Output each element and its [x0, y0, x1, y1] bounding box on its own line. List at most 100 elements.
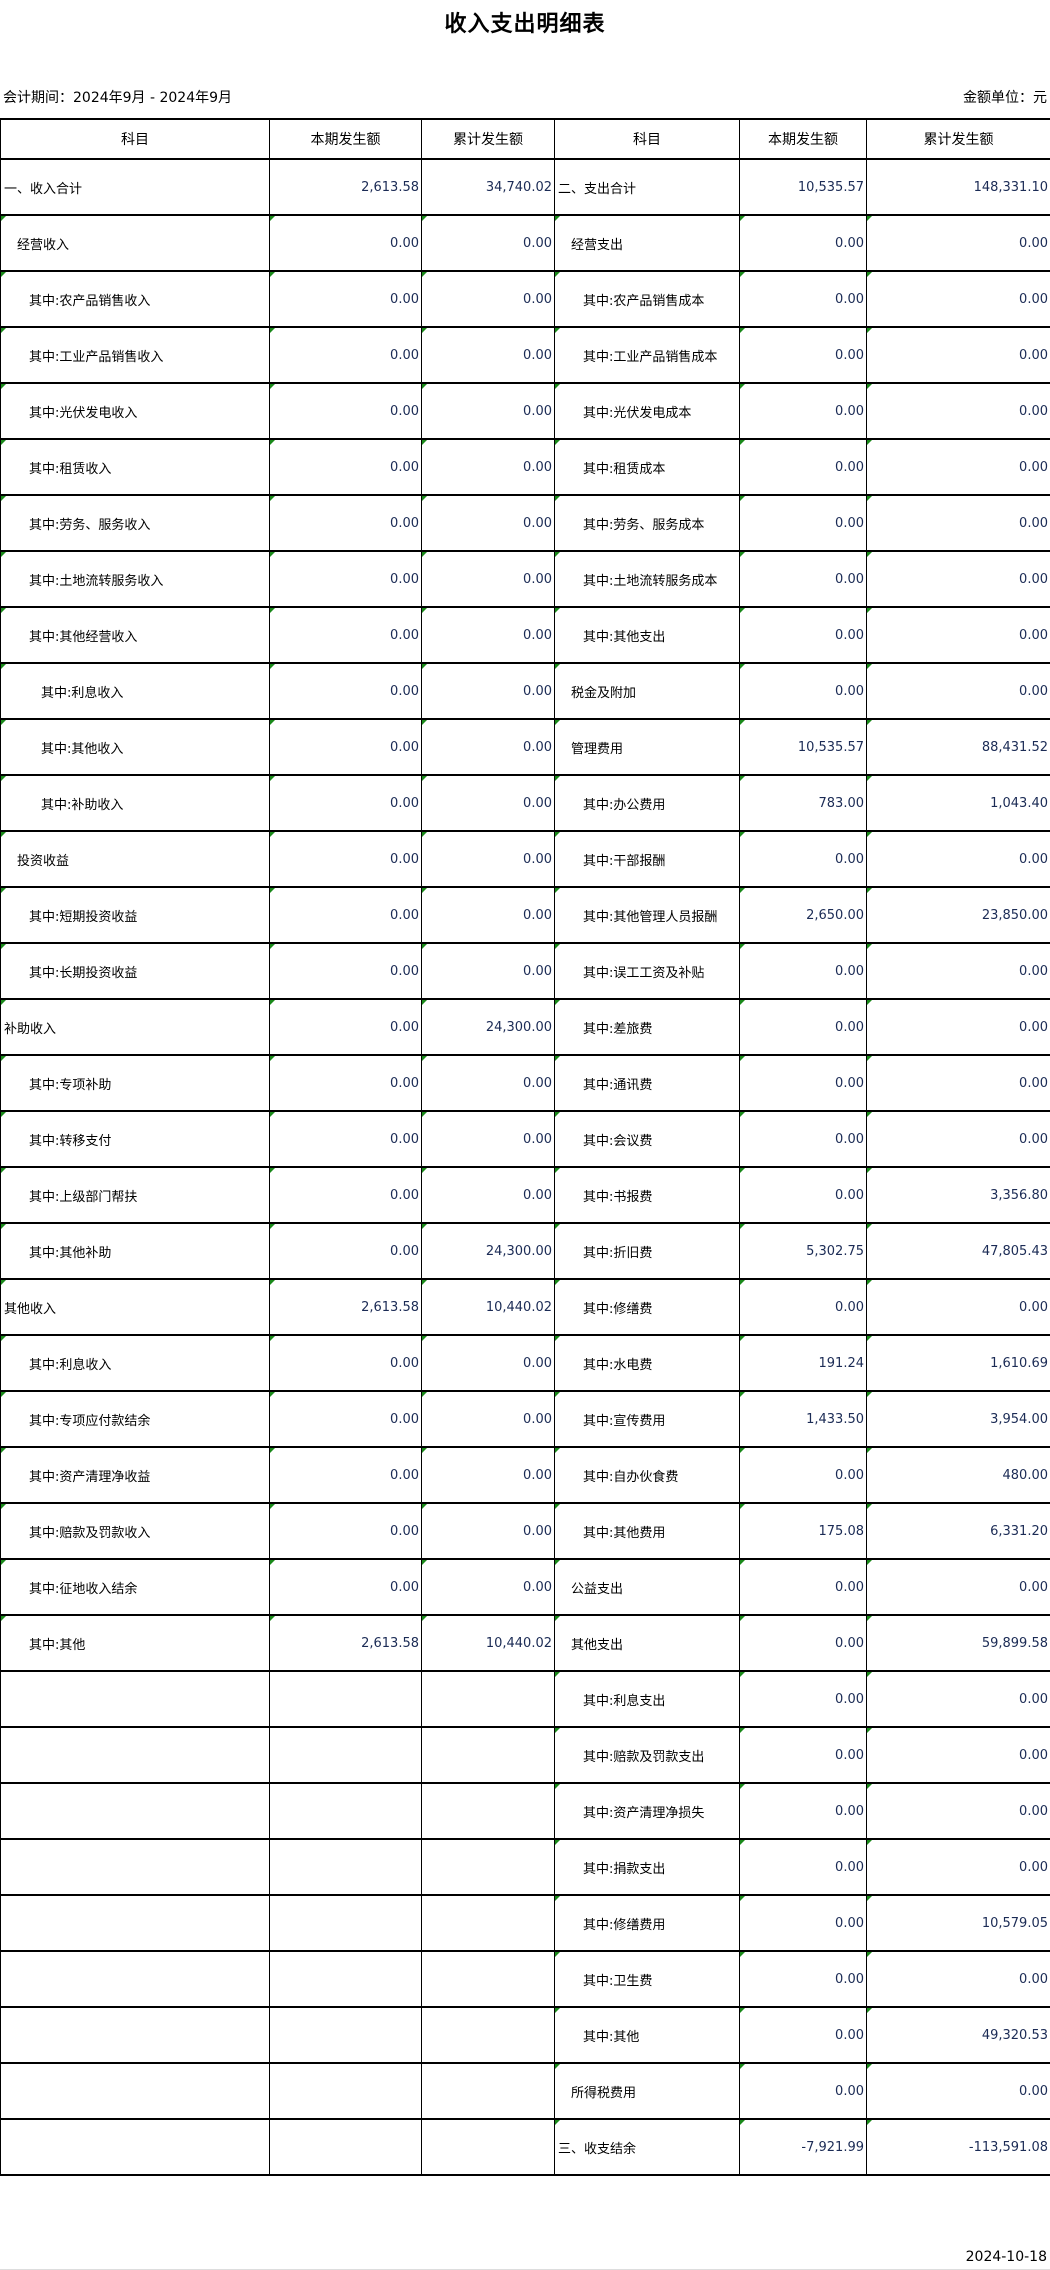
expense-subject-cell[interactable]: 公益支出: [555, 1559, 740, 1615]
expense-cumulative-cell[interactable]: 0.00: [867, 1559, 1050, 1615]
income-current-cell[interactable]: 2,613.58: [270, 1615, 422, 1671]
income-current-cell[interactable]: 0.00: [270, 1335, 422, 1391]
income-cumulative-cell[interactable]: 0.00: [422, 1167, 555, 1223]
income-current-cell[interactable]: 0.00: [270, 1391, 422, 1447]
income-subject-cell[interactable]: 其中:利息收入: [1, 663, 270, 719]
income-cumulative-cell[interactable]: 0.00: [422, 607, 555, 663]
income-subject-cell[interactable]: 其中:劳务、服务收入: [1, 495, 270, 551]
income-subject-cell[interactable]: 其中:资产清理净收益: [1, 1447, 270, 1503]
expense-cumulative-cell[interactable]: 0.00: [867, 2063, 1050, 2119]
income-current-cell[interactable]: [270, 1671, 422, 1727]
income-cumulative-cell[interactable]: [422, 1727, 555, 1783]
expense-cumulative-cell[interactable]: 0.00: [867, 383, 1050, 439]
income-current-cell[interactable]: 0.00: [270, 831, 422, 887]
income-current-cell[interactable]: 0.00: [270, 999, 422, 1055]
income-current-cell[interactable]: [270, 1951, 422, 2007]
income-current-cell[interactable]: 0.00: [270, 327, 422, 383]
income-cumulative-cell[interactable]: 0.00: [422, 775, 555, 831]
income-subject-cell[interactable]: 其中:土地流转服务收入: [1, 551, 270, 607]
expense-cumulative-cell[interactable]: 0.00: [867, 215, 1050, 271]
expense-subject-cell[interactable]: 其中:土地流转服务成本: [555, 551, 740, 607]
expense-subject-cell[interactable]: 其中:赔款及罚款支出: [555, 1727, 740, 1783]
expense-subject-cell[interactable]: 其中:宣传费用: [555, 1391, 740, 1447]
expense-current-cell[interactable]: 0.00: [740, 271, 867, 327]
income-cumulative-cell[interactable]: [422, 1895, 555, 1951]
income-subject-cell[interactable]: 其中:上级部门帮扶: [1, 1167, 270, 1223]
expense-subject-cell[interactable]: 其中:干部报酬: [555, 831, 740, 887]
expense-subject-cell[interactable]: 其中:水电费: [555, 1335, 740, 1391]
income-current-cell[interactable]: 0.00: [270, 1223, 422, 1279]
income-subject-cell[interactable]: [1, 1727, 270, 1783]
expense-current-cell[interactable]: 0.00: [740, 551, 867, 607]
income-current-cell[interactable]: 0.00: [270, 1559, 422, 1615]
income-current-cell[interactable]: 0.00: [270, 1111, 422, 1167]
income-cumulative-cell[interactable]: [422, 1951, 555, 2007]
income-subject-cell[interactable]: 其中:其他经营收入: [1, 607, 270, 663]
expense-current-cell[interactable]: 0.00: [740, 1167, 867, 1223]
expense-subject-cell[interactable]: 其中:其他费用: [555, 1503, 740, 1559]
expense-current-cell[interactable]: 175.08: [740, 1503, 867, 1559]
income-cumulative-cell[interactable]: 0.00: [422, 943, 555, 999]
expense-subject-cell[interactable]: 其中:卫生费: [555, 1951, 740, 2007]
income-subject-cell[interactable]: 其他收入: [1, 1279, 270, 1335]
income-current-cell[interactable]: 0.00: [270, 1503, 422, 1559]
expense-cumulative-cell[interactable]: 0.00: [867, 1839, 1050, 1895]
expense-current-cell[interactable]: 0.00: [740, 831, 867, 887]
expense-current-cell[interactable]: 0.00: [740, 607, 867, 663]
income-cumulative-cell[interactable]: 34,740.02: [422, 159, 555, 215]
income-subject-cell[interactable]: 其中:租赁收入: [1, 439, 270, 495]
expense-cumulative-cell[interactable]: 0.00: [867, 271, 1050, 327]
expense-cumulative-cell[interactable]: 0.00: [867, 1951, 1050, 2007]
income-subject-cell[interactable]: 一、收入合计: [1, 159, 270, 215]
income-subject-cell[interactable]: [1, 2119, 270, 2175]
income-current-cell[interactable]: 0.00: [270, 495, 422, 551]
income-cumulative-cell[interactable]: 24,300.00: [422, 999, 555, 1055]
income-current-cell[interactable]: 0.00: [270, 439, 422, 495]
expense-cumulative-cell[interactable]: 10,579.05: [867, 1895, 1050, 1951]
expense-current-cell[interactable]: 0.00: [740, 1783, 867, 1839]
expense-subject-cell[interactable]: 其中:办公费用: [555, 775, 740, 831]
expense-current-cell[interactable]: 0.00: [740, 663, 867, 719]
expense-subject-cell[interactable]: 其中:修缮费用: [555, 1895, 740, 1951]
income-cumulative-cell[interactable]: 10,440.02: [422, 1279, 555, 1335]
expense-cumulative-cell[interactable]: 480.00: [867, 1447, 1050, 1503]
expense-subject-cell[interactable]: 其中:会议费: [555, 1111, 740, 1167]
income-current-cell[interactable]: [270, 1783, 422, 1839]
income-cumulative-cell[interactable]: 0.00: [422, 1111, 555, 1167]
expense-subject-cell[interactable]: 其中:其他: [555, 2007, 740, 2063]
expense-subject-cell[interactable]: 其中:其他支出: [555, 607, 740, 663]
income-cumulative-cell[interactable]: [422, 2063, 555, 2119]
income-current-cell[interactable]: 0.00: [270, 551, 422, 607]
income-cumulative-cell[interactable]: 0.00: [422, 551, 555, 607]
income-cumulative-cell[interactable]: 10,440.02: [422, 1615, 555, 1671]
expense-cumulative-cell[interactable]: 148,331.10: [867, 159, 1050, 215]
expense-current-cell[interactable]: 0.00: [740, 1055, 867, 1111]
expense-current-cell[interactable]: 0.00: [740, 215, 867, 271]
income-cumulative-cell[interactable]: [422, 2119, 555, 2175]
expense-current-cell[interactable]: 0.00: [740, 327, 867, 383]
expense-subject-cell[interactable]: 其中:其他管理人员报酬: [555, 887, 740, 943]
expense-current-cell[interactable]: 0.00: [740, 1951, 867, 2007]
income-cumulative-cell[interactable]: 0.00: [422, 663, 555, 719]
income-current-cell[interactable]: 0.00: [270, 1055, 422, 1111]
income-current-cell[interactable]: 0.00: [270, 607, 422, 663]
expense-cumulative-cell[interactable]: 0.00: [867, 1671, 1050, 1727]
expense-cumulative-cell[interactable]: -113,591.08: [867, 2119, 1050, 2175]
expense-current-cell[interactable]: 10,535.57: [740, 159, 867, 215]
income-subject-cell[interactable]: [1, 1895, 270, 1951]
income-subject-cell[interactable]: 经营收入: [1, 215, 270, 271]
expense-current-cell[interactable]: -7,921.99: [740, 2119, 867, 2175]
income-subject-cell[interactable]: [1, 2063, 270, 2119]
expense-current-cell[interactable]: 0.00: [740, 1615, 867, 1671]
income-subject-cell[interactable]: 其中:长期投资收益: [1, 943, 270, 999]
income-cumulative-cell[interactable]: 0.00: [422, 1447, 555, 1503]
expense-cumulative-cell[interactable]: 0.00: [867, 439, 1050, 495]
income-subject-cell[interactable]: 其中:其他收入: [1, 719, 270, 775]
expense-subject-cell[interactable]: 其中:资产清理净损失: [555, 1783, 740, 1839]
income-current-cell[interactable]: [270, 1727, 422, 1783]
income-current-cell[interactable]: 0.00: [270, 1167, 422, 1223]
income-current-cell[interactable]: 0.00: [270, 663, 422, 719]
expense-cumulative-cell[interactable]: 0.00: [867, 1111, 1050, 1167]
expense-subject-cell[interactable]: 经营支出: [555, 215, 740, 271]
income-subject-cell[interactable]: [1, 1951, 270, 2007]
